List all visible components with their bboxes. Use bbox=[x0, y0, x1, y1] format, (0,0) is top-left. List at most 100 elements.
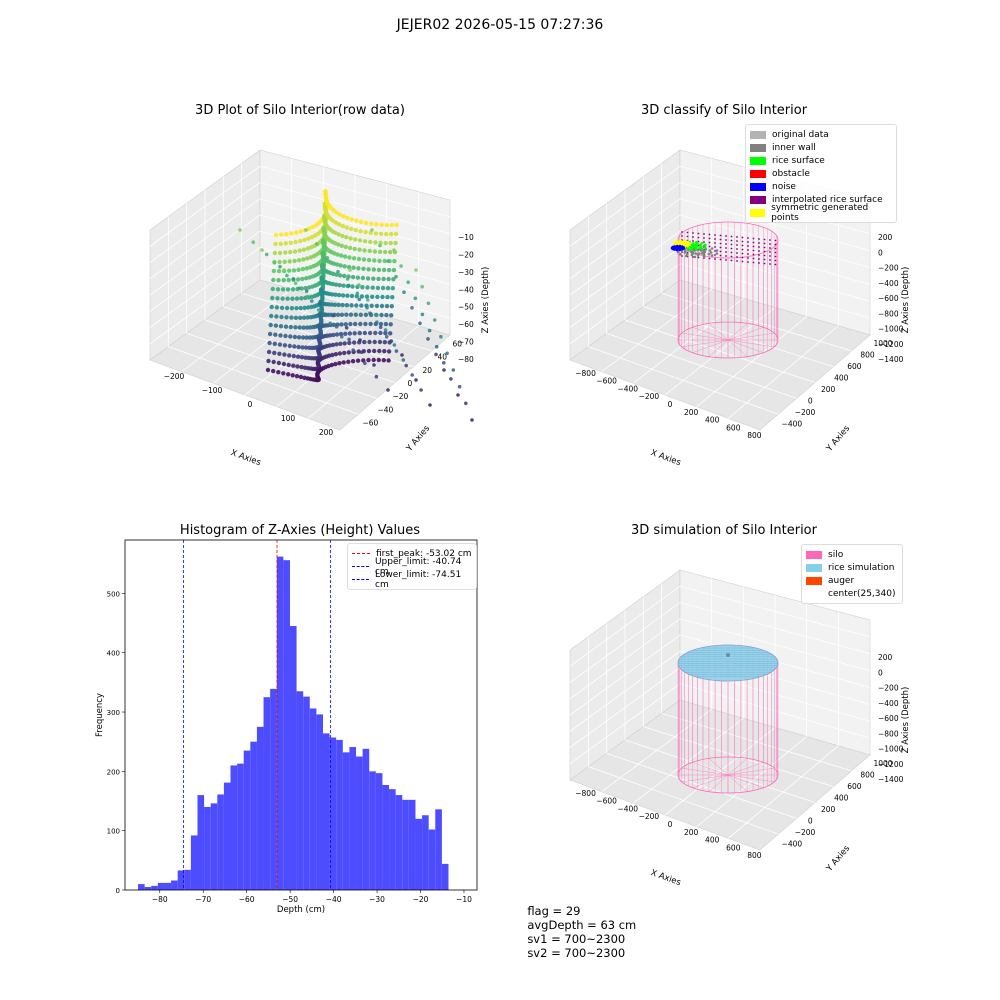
data-point bbox=[295, 277, 301, 282]
interpolated-point bbox=[741, 240, 744, 243]
data-point bbox=[272, 250, 278, 256]
y-tick-label: 400 bbox=[834, 373, 849, 382]
z-tick-label: 0 bbox=[878, 248, 883, 257]
symmetric-points bbox=[686, 244, 689, 248]
data-point bbox=[374, 374, 379, 379]
data-point bbox=[360, 285, 365, 290]
histogram-bar bbox=[356, 756, 363, 890]
data-point bbox=[391, 267, 397, 273]
x-tick-label: −200 bbox=[639, 812, 660, 821]
data-point bbox=[267, 331, 273, 337]
inner-wall-points bbox=[710, 254, 714, 257]
inner-wall-points bbox=[693, 255, 697, 259]
histogram-bar bbox=[283, 560, 290, 890]
data-point bbox=[379, 222, 384, 227]
data-point bbox=[340, 302, 345, 308]
data-point bbox=[276, 360, 282, 366]
symmetric-points bbox=[688, 241, 691, 245]
data-point bbox=[328, 321, 332, 326]
histogram-bar bbox=[415, 818, 423, 890]
data-point bbox=[278, 241, 283, 246]
z-tick-label: −10 bbox=[458, 233, 474, 242]
data-point bbox=[326, 248, 330, 252]
z-tick-label: −400 bbox=[878, 699, 899, 708]
data-point bbox=[267, 340, 272, 346]
data-point bbox=[377, 258, 382, 264]
data-point bbox=[274, 314, 279, 319]
legend-item: symmetric generated points bbox=[750, 203, 892, 223]
data-point bbox=[457, 384, 462, 389]
z-tick-label: −1000 bbox=[878, 745, 904, 754]
data-point bbox=[300, 335, 306, 340]
data-point bbox=[344, 303, 350, 308]
data-point bbox=[369, 221, 374, 226]
data-point bbox=[282, 268, 286, 272]
interpolated-point bbox=[725, 247, 727, 249]
data-point bbox=[377, 348, 382, 354]
data-point bbox=[331, 313, 336, 318]
data-point bbox=[414, 378, 418, 382]
data-point bbox=[385, 294, 390, 300]
data-point bbox=[366, 267, 371, 272]
interpolated-point bbox=[752, 237, 755, 240]
data-point bbox=[372, 339, 377, 345]
z-tick-label: −1200 bbox=[878, 760, 904, 769]
histogram-bar bbox=[296, 691, 304, 890]
data-point bbox=[271, 368, 276, 374]
data-point bbox=[289, 306, 295, 311]
data-point bbox=[292, 258, 297, 264]
z-tick-label: −600 bbox=[878, 714, 899, 723]
histogram-bar bbox=[276, 556, 284, 890]
data-point bbox=[378, 321, 384, 327]
data-point bbox=[336, 242, 341, 247]
data-point bbox=[304, 335, 309, 340]
interpolated-point bbox=[681, 235, 683, 237]
rice-surface-points bbox=[695, 244, 698, 248]
data-point bbox=[434, 344, 439, 349]
data-point bbox=[386, 267, 392, 273]
data-point bbox=[357, 330, 362, 336]
data-point bbox=[330, 292, 335, 297]
interpolated-point bbox=[681, 255, 683, 257]
interpolated-point bbox=[708, 241, 711, 244]
histogram-bar bbox=[144, 887, 152, 890]
histogram-bar bbox=[382, 785, 390, 890]
interpolated-point bbox=[686, 235, 689, 238]
data-point bbox=[334, 332, 340, 337]
data-point bbox=[377, 339, 383, 345]
data-point bbox=[278, 324, 284, 329]
data-point bbox=[322, 312, 326, 316]
data-point bbox=[282, 352, 287, 357]
interpolated-point bbox=[681, 251, 683, 253]
histogram-bar bbox=[256, 726, 264, 890]
data-point bbox=[348, 312, 354, 317]
y-tick-label: 0 bbox=[808, 816, 813, 825]
data-point bbox=[352, 331, 357, 336]
data-point bbox=[337, 351, 343, 356]
data-point bbox=[290, 373, 295, 378]
raw-plot-title: 3D Plot of Silo Interior(row data) bbox=[195, 103, 405, 118]
data-point bbox=[302, 305, 307, 310]
silo-spoke bbox=[692, 774, 729, 788]
legend-swatch bbox=[750, 130, 766, 139]
rice-surface-points bbox=[695, 248, 698, 252]
legend-item: center(25,340) bbox=[806, 587, 898, 600]
x-tick-label: −200 bbox=[164, 372, 185, 381]
interpolated-point bbox=[714, 254, 716, 256]
x-tick-label: −80 bbox=[152, 895, 168, 904]
x-tick-label: 200 bbox=[684, 408, 699, 417]
data-point bbox=[282, 343, 288, 348]
data-point bbox=[295, 354, 301, 359]
interpolated-point bbox=[769, 247, 771, 249]
rice-surface-points bbox=[700, 241, 704, 245]
data-point bbox=[273, 323, 279, 328]
x-tick-label: 0 bbox=[668, 820, 673, 829]
data-point bbox=[386, 276, 391, 282]
interpolated-point bbox=[769, 259, 771, 261]
data-point bbox=[339, 312, 345, 317]
silo-spoke bbox=[727, 774, 764, 788]
x-tick-label: −400 bbox=[617, 384, 638, 393]
data-point bbox=[287, 353, 292, 358]
z-tick-label: 200 bbox=[878, 233, 893, 242]
data-point bbox=[285, 273, 289, 278]
